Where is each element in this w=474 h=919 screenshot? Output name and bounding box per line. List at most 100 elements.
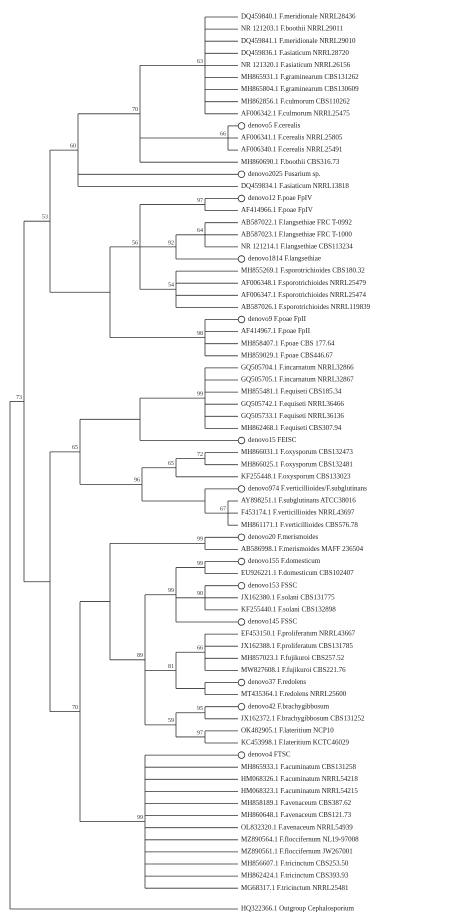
leaf-label: denovo37 F.redolens (248, 678, 306, 686)
leaf-label: MH860648.1 F.avenaceum CBS121.73 (241, 811, 352, 819)
leaf-label: MW827608.1 F.fujikuroi CBS221.76 (241, 666, 346, 674)
leaf-label: KC453998.1 F.lateritium KCTC46029 (241, 739, 349, 747)
support-value: 59 (168, 718, 174, 724)
query-marker (237, 533, 246, 541)
leaf-label: AB587026.1 F.sporotrichioides NRRL119839 (241, 303, 371, 311)
leaf-label: JX162380.1 F.solani CBS131775 (241, 593, 335, 601)
support-value: 97 (197, 198, 203, 204)
support-value: 95 (197, 706, 203, 712)
query-marker (237, 557, 246, 566)
leaf-label: MZ890561.1 F.floccifernum JW267001 (241, 848, 353, 856)
leaf-label: AB587022.1 F.langsethiae FRC T-0992 (241, 218, 352, 226)
leaf-label: AF414967.1 F.poae FpII (241, 327, 311, 335)
query-marker (237, 194, 246, 203)
leaf-label: MH858189.1 F.avenaceum CBS387.62 (241, 799, 352, 807)
leaf-label: denovo5 F.cerealis (248, 122, 301, 130)
leaf-label: MT435364.1 F.redolens NRRL25600 (241, 690, 347, 698)
leaf-label: denovo145 FSSC (248, 618, 298, 626)
leaf-label: MH862468.1 F.equiseti CBS307.94 (241, 424, 342, 432)
leaf-label: denovo153 FSSC (248, 581, 298, 589)
leaf-label: denovo974 F.verticillioides/F.subglutina… (248, 485, 367, 493)
leaf-label: AF414966.1 F.poae FpIV (241, 206, 313, 214)
leaf-label: KF255448.1 F.oxysporum CBS133023 (241, 472, 351, 480)
support-value: 66 (220, 131, 226, 137)
query-marker (237, 751, 246, 759)
support-value: 53 (42, 215, 48, 221)
leaf-label: AB587023.1 F.langsethiae FRC T-1000 (241, 230, 352, 238)
support-value: 90 (197, 591, 203, 597)
leaf-label: denovo15 FEISC (248, 436, 297, 444)
leaf-label: OL832320.1 F.avenaceum NRRL54939 (241, 823, 353, 831)
support-value: 89 (137, 653, 143, 659)
leaf-label: denovo9 F.poae FpII (248, 315, 307, 323)
support-value: 67 (220, 506, 226, 512)
leaf-label: MH859029.1 F.poae CBS446.67 (241, 351, 333, 359)
leaf-label: MG68317.1 F.tricinctum NRRL25481 (241, 884, 349, 892)
leaf-label: MH860690.1 F.boothii CBS316.73 (241, 158, 340, 166)
support-value: 99 (137, 815, 143, 821)
leaf-label: HM068323.1 F.acuminatum NRRL54215 (241, 787, 358, 795)
leaf-label: KF255440.1 F.solani CBS132898 (241, 606, 336, 614)
support-value: 72 (197, 452, 203, 458)
leaf-label: F453174.1 F.verticillioides NRRL43697 (241, 509, 355, 517)
support-value: 63 (197, 59, 203, 65)
leaf-label: MH861171.1 F.verticillioides CBS576.78 (241, 521, 358, 529)
leaf-label: AF006347.1 F.sporotrichioides NRRL25474 (241, 291, 367, 299)
support-value: 97 (197, 730, 203, 736)
leaf-label: MZ890564.1 F.floccifernum NL19-97008 (241, 835, 359, 843)
query-marker (237, 122, 246, 130)
query-marker (237, 315, 246, 324)
leaf-label: denovo1814 F.langsethiae (248, 255, 321, 263)
leaf-label: OK482905.1 F.lateritium NCP10 (241, 727, 334, 735)
leaf-label: MH865933.1 F.acuminatum CBS131258 (241, 763, 356, 771)
leaf-label: denovo4 FTSC (248, 751, 291, 759)
leaf-label: MH862424.1 F.tricinctum CBS393.93 (241, 872, 349, 880)
query-marker (237, 255, 246, 263)
leaf-label: MH865804.1 F.graminearum CBS130609 (241, 85, 359, 93)
support-value: 65 (168, 461, 174, 467)
leaf-label: denovo155 F.domesticum (248, 557, 321, 565)
leaf-label: JX162372.1 F.brachygibbosum CBS131252 (241, 714, 365, 722)
query-marker (237, 678, 246, 687)
support-value: 98 (197, 331, 203, 337)
support-value: 54 (168, 283, 174, 289)
leaf-label: NR 121203.1 F.boothii NRRL29011 (241, 25, 344, 33)
support-value: 66 (197, 646, 203, 652)
support-value: 99 (197, 392, 203, 398)
query-marker (237, 582, 246, 590)
query-marker (237, 170, 246, 178)
leaf-label: AF006348.1 F.sporotrichioides NRRL25479 (241, 279, 367, 287)
leaf-label: HQ322366.1 Outgroup Cephalosporium (241, 905, 355, 913)
leaf-label: GQ505704.1 F.incarnatum NRRL32866 (241, 364, 354, 372)
leaf-label: MH865931.1 F.graminearum CBS131262 (241, 73, 359, 81)
support-value: 65 (72, 445, 78, 451)
support-value: 96 (134, 478, 140, 484)
query-marker (237, 618, 246, 626)
leaf-label: AF006342.1 F.culmorum NRRL25475 (241, 109, 350, 117)
leaf-label: HM068326.1 F.acuminatum NRRL54218 (241, 775, 358, 783)
leaf-label: AF006341.1 F.cerealis NRRL25805 (241, 134, 343, 142)
leaf-label: MH857023.1 F.fujikuroi CBS257.52 (241, 654, 345, 662)
leaf-label: MH866025.1 F.oxysporum CBS132481 (241, 460, 353, 468)
leaf-label: denovo2025 Fusarium sp. (248, 170, 321, 178)
leaf-label: GQ505733.1 F.equiseti NRRL36136 (241, 412, 344, 420)
leaf-label: MH866031.1 F.oxysporum CBS132473 (241, 448, 353, 456)
leaf-label: denovo12 F.poae FpIV (248, 194, 312, 202)
leaf-label: denovo42 F.brachygibbosum (248, 702, 330, 710)
support-value: 64 (197, 228, 203, 234)
leaf-label: NR 121214.1 F.langsethiae CBS113234 (241, 243, 353, 251)
leaf-label: EF453150.1 F.proliferatum NRRL43667 (241, 630, 356, 638)
leaf-label: MH855269.1 F.sporotrichioides CBS180.32 (241, 267, 365, 275)
support-value: 99 (197, 561, 203, 567)
leaf-label: DQ459840.1 F.meridionale NRRL28436 (241, 13, 356, 21)
support-value: 99 (197, 537, 203, 543)
leaf-label: DQ459834.1 F.asiaticum NRRL13818 (241, 182, 349, 190)
leaf-label: DQ459841.1 F.meridionale NRRL29010 (241, 37, 356, 45)
support-value: 70 (72, 705, 78, 711)
leaf-label: AF006340.1 F.cerealis NRRL25491 (241, 146, 343, 154)
leaf-label: JX162388.1 F.proliferatum CBS131785 (241, 642, 353, 650)
leaf-label: denovo20 F.merismoides (248, 533, 318, 541)
leaf-label: AB586998.1 F.merismoides MAFF 236504 (241, 545, 364, 553)
leaf-label: AY898251.1 F.subglutinans ATCC38016 (241, 497, 356, 505)
